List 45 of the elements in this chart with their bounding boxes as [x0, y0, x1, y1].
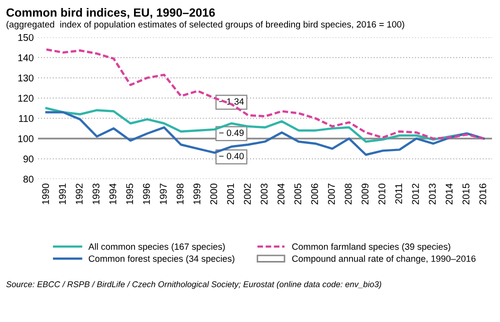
legend-label: All common species (167 species) — [88, 243, 225, 252]
y-tick-label: 80 — [23, 176, 34, 183]
source-note: Source: EBCC / RSPB / BirdLife / Czech Ornithological Society; Eurostat (online data code: env_bio3) — [6, 281, 382, 289]
x-tick-label: 2001 — [227, 184, 234, 204]
x-tick-label: 2013 — [428, 184, 436, 204]
x-tick-label: 2007 — [328, 184, 335, 204]
x-tick-label: 1993 — [92, 184, 100, 204]
line-series — [45, 48, 485, 140]
annotation: − 0.49 — [219, 130, 244, 136]
x-tick-label: 2002 — [244, 184, 251, 204]
x-tick-label: 2011 — [395, 184, 402, 204]
x-tick-label: 1997 — [160, 184, 167, 204]
x-tick-label: 2008 — [344, 184, 352, 204]
chart-subtitle: (aggregated index of population estimates of selected groups of breeding bird species, 2016 = 100) — [6, 20, 404, 30]
x-tick-label: 2004 — [278, 183, 284, 204]
legend-label: Common forest species (34 species) — [88, 255, 234, 264]
y-tick-label: 120 — [18, 94, 34, 102]
x-tick-label: 2000 — [210, 184, 218, 204]
x-tick-label: 2003 — [260, 184, 268, 204]
x-tick-label: 1990 — [42, 184, 50, 204]
annotation: − 0.40 — [219, 152, 244, 160]
x-tick-label: 1992 — [76, 184, 83, 204]
x-tick-label: 2015 — [462, 184, 470, 204]
y-tick-label: 100 — [18, 135, 34, 142]
text: Compound annual rate of change, 1990–2016 — [292, 255, 476, 264]
legend-label: Common farmland species (39 species) — [292, 243, 450, 252]
y-tick-label: 130 — [18, 74, 34, 82]
chart-title: Common bird indices, EU, 1990–2016 — [6, 8, 215, 18]
y-tick-label: 140 — [18, 54, 34, 62]
x-tick-label: 2010 — [378, 184, 386, 204]
x-tick-label: 2016 — [479, 184, 486, 204]
x-tick-label: 1996 — [143, 184, 150, 204]
x-tick-label: 2006 — [311, 184, 318, 204]
x-tick-label: 1991 — [58, 184, 66, 204]
y-tick-label: 110 — [19, 115, 34, 122]
x-tick-label: 1999 — [193, 184, 200, 204]
x-tick-label: 2005 — [294, 184, 302, 204]
x-tick-label: 2014 — [446, 183, 453, 204]
x-tick-label: 2012 — [412, 184, 419, 204]
x-tick-label: 1994 — [109, 183, 116, 204]
x-tick-label: 2009 — [362, 184, 368, 204]
y-tick-label: 150 — [18, 34, 34, 41]
x-tick-label: 1995 — [126, 184, 134, 204]
y-tick-label: 90 — [23, 156, 34, 162]
x-tick-label: 1998 — [176, 184, 184, 204]
